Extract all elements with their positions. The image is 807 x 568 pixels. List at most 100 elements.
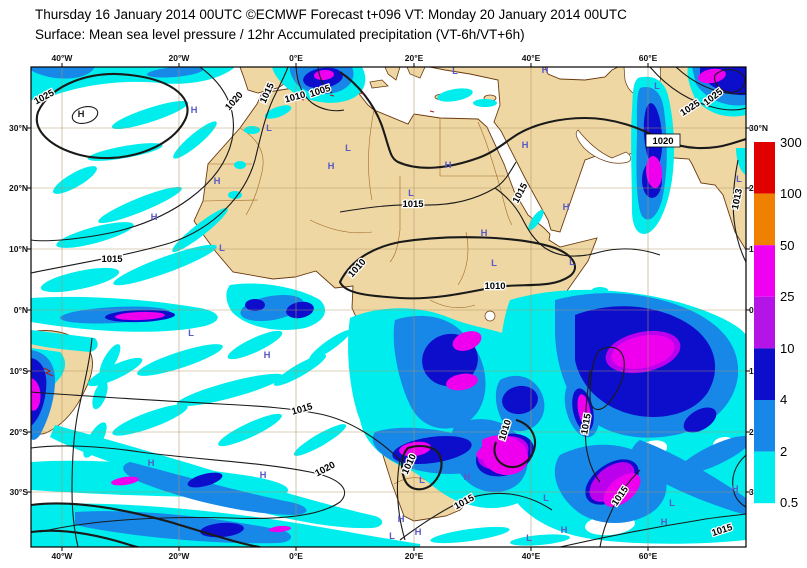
lat-label: 10	[749, 366, 759, 376]
pressure-marker: H	[214, 176, 221, 187]
isobars	[31, 67, 746, 547]
colorbar-value: 25	[780, 289, 794, 304]
isobar-label: 1010	[484, 281, 505, 292]
pressure-marker: L	[491, 258, 497, 269]
isobar-label-boxed: 1020	[645, 133, 681, 148]
pressure-marker: L	[543, 493, 549, 504]
isobar-label: 1015	[402, 199, 424, 210]
lat-label: 0°N	[14, 305, 28, 315]
pressure-marker: L	[389, 531, 395, 542]
map-frame	[30, 66, 747, 548]
pressure-marker: H	[78, 109, 85, 120]
isobar-label-box	[645, 133, 681, 148]
lat-label: 20°N	[9, 183, 28, 193]
pressure-marker: L	[736, 174, 742, 185]
island-greece	[406, 67, 426, 79]
lon-label: 60°E	[639, 551, 658, 561]
colorbar-segment	[754, 245, 775, 297]
colorbar-value: 300	[780, 135, 802, 150]
lon-label: 20°E	[405, 53, 424, 63]
lat-label: 30°N	[9, 123, 28, 133]
lat-label: 30°N	[749, 123, 768, 133]
isobar-label: 1013	[730, 188, 745, 211]
island-sicily	[369, 79, 389, 89]
lon-label: 40°E	[522, 551, 541, 561]
pressure-marker: L	[569, 257, 575, 268]
pressure-marker: H	[415, 527, 422, 538]
pressure-marker: L	[266, 123, 272, 134]
pressure-marker: L	[452, 66, 458, 77]
pressure-marker: H	[522, 140, 529, 151]
colorbar-value: 2	[780, 444, 787, 459]
pressure-marker: H	[464, 472, 471, 483]
axis-ticks	[27, 63, 750, 551]
nile-river	[477, 121, 513, 226]
lon-label: 40°W	[52, 53, 74, 63]
lat-label: 20°S	[9, 427, 28, 437]
colorbar-value: 100	[780, 186, 802, 201]
pressure-marker: L	[669, 498, 675, 509]
pressure-marker: L	[408, 188, 414, 199]
lon-label: 0°E	[289, 551, 303, 561]
persian-gulf	[575, 129, 632, 164]
pressure-marker: H	[661, 517, 668, 528]
colorbar-value: 4	[780, 392, 787, 407]
pressure-marker: L	[188, 328, 194, 339]
longitude-labels-top: 40°W 20°W 0°E 20°E 40°E 60°E	[52, 53, 658, 63]
map-content: H H L L H H H L L H L H H L H H L L L L …	[31, 65, 746, 547]
pressure-marker: L	[654, 81, 660, 92]
colorbar-segment	[754, 400, 775, 452]
pressure-marker: H	[328, 161, 335, 172]
pressure-marker: H	[445, 160, 452, 171]
pressure-marker: H	[542, 65, 549, 76]
colorbar-value: 0.5	[780, 495, 798, 510]
pressure-marker: H	[732, 484, 739, 495]
pressure-marker: L	[219, 243, 225, 254]
lon-label: 0°E	[289, 53, 303, 63]
lat-label: 10	[749, 244, 759, 254]
colorbar-segment	[754, 142, 775, 194]
pressure-marker: H	[561, 525, 568, 536]
lon-label: 20°E	[405, 551, 424, 561]
colorbar-segment	[754, 451, 775, 504]
pressure-marker: L	[419, 475, 425, 486]
isobar-label: 1015	[101, 254, 123, 265]
lon-label: 20°W	[169, 551, 191, 561]
colorbar-segment	[754, 296, 775, 349]
lon-label: 60°E	[639, 53, 658, 63]
latitude-labels-right: 30°N 20 10 0° 10 20 30	[749, 123, 768, 497]
lat-label: 10°N	[9, 244, 28, 254]
latitude-labels-left: 30°N 20°N 10°N 0°N 10°S 20°S 30°S	[9, 123, 28, 497]
pressure-marker: H	[481, 228, 488, 239]
lat-label: 10°S	[9, 366, 28, 376]
colorbar-segment	[754, 193, 775, 246]
isobar-label: 1020	[652, 136, 673, 147]
pressure-marker: H	[148, 458, 155, 469]
pressure-centre-markers: H H L L H H H L L H L H H L H H L L L L …	[78, 65, 743, 544]
lat-label: 30	[749, 487, 759, 497]
lat-label: 20	[749, 183, 759, 193]
lat-label: 30°S	[9, 487, 28, 497]
graticule	[31, 67, 746, 547]
pressure-marker: H	[260, 470, 267, 481]
pressure-marker: H	[264, 350, 271, 361]
lon-label: 40°E	[522, 53, 541, 63]
pressure-marker: H	[563, 202, 570, 213]
pressure-marker: H	[191, 105, 198, 116]
lat-label: 20	[749, 427, 759, 437]
pressure-marker: L	[526, 533, 532, 544]
precipitation-colorbar: 300 100 50 25 10 4 2 0.5	[754, 135, 802, 510]
lake-victoria	[484, 310, 496, 322]
lon-label: 20°W	[169, 53, 191, 63]
colorbar-value: 10	[780, 341, 794, 356]
pressure-marker: H	[151, 212, 158, 223]
title-line-1: Thursday 16 January 2014 00UTC ©ECMWF Fo…	[35, 7, 627, 22]
colorbar-value: 50	[780, 238, 794, 253]
lat-label: 0°	[749, 305, 758, 315]
longitude-labels-bottom: 40°W 20°W 0°E 20°E 40°E 60°E	[52, 551, 658, 561]
title-line-2: Surface: Mean sea level pressure / 12hr …	[35, 27, 525, 42]
island-calabria	[384, 67, 401, 81]
pressure-marker: H	[398, 514, 405, 525]
